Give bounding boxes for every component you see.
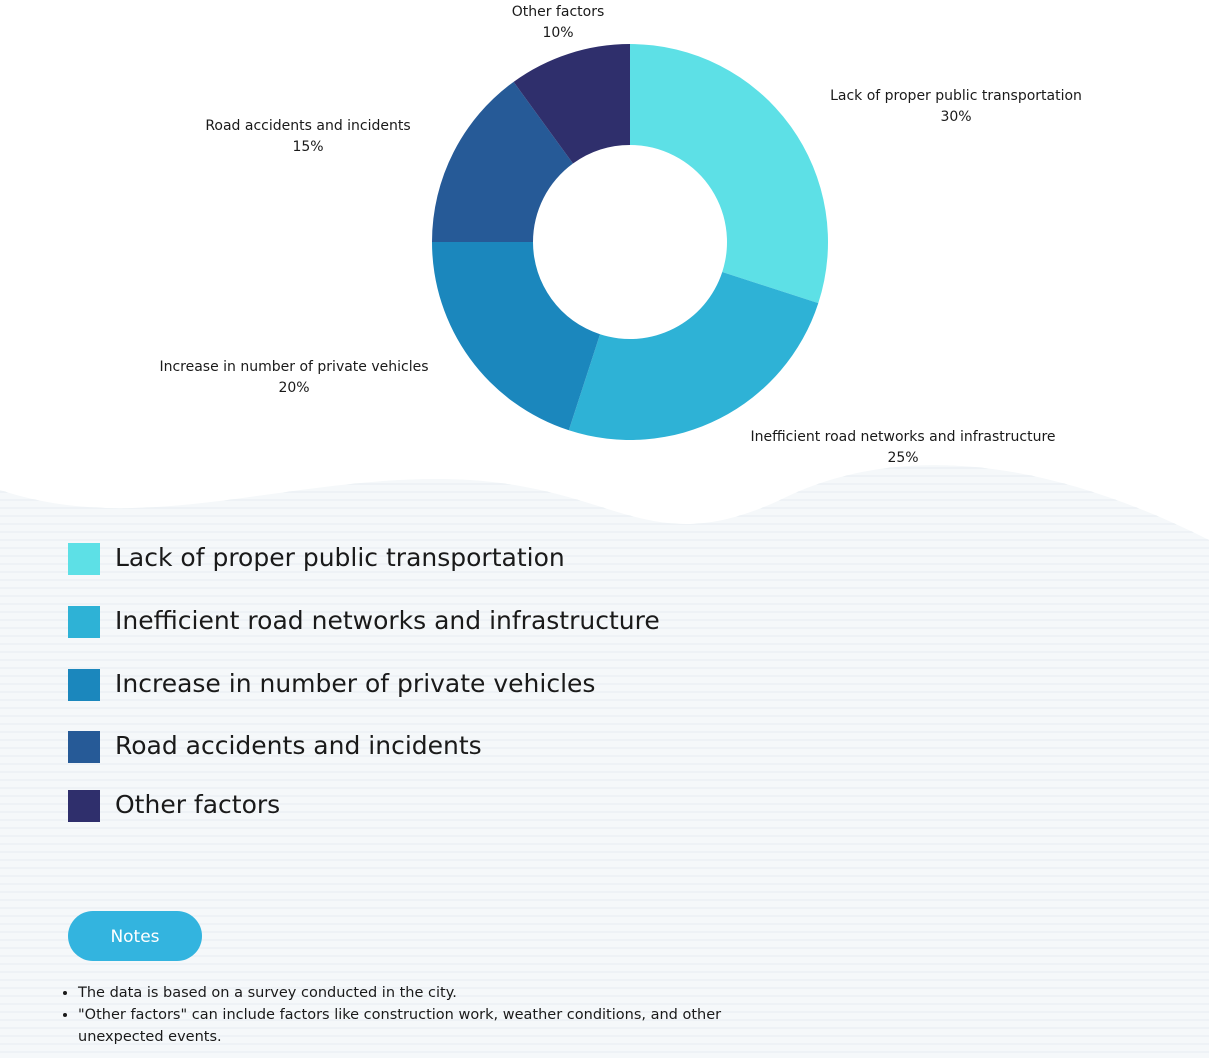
notes-button[interactable] [68, 911, 202, 961]
legend-swatch [68, 669, 100, 701]
slice-value: 15% [292, 139, 323, 155]
wave-lines [0, 465, 1209, 1058]
legend-swatch [68, 790, 100, 822]
slice [432, 81, 573, 242]
legend-label: Road accidents and incidents [115, 731, 482, 760]
legend-swatch [68, 606, 100, 638]
slice-value: 20% [278, 380, 309, 396]
legend-label: Inefficient road networks and infrastruc… [115, 606, 660, 635]
legend-label: Lack of proper public transportation [115, 543, 565, 572]
slice-label: Lack of proper public transportation [830, 88, 1082, 104]
slice-label: Other factors [512, 4, 605, 20]
legend-swatch [68, 731, 100, 763]
slice-label: Road accidents and incidents [205, 118, 410, 134]
slice [630, 44, 829, 304]
legend-label: Increase in number of private vehicles [115, 669, 595, 698]
notes-list: The data is based on a survey conducted … [60, 982, 798, 1048]
legend-swatch [68, 543, 100, 575]
slice-label: Increase in number of private vehicles [159, 359, 428, 375]
slice-value: 10% [542, 25, 573, 41]
notes-title: Notes [110, 927, 159, 947]
slice [568, 271, 819, 441]
note: The data is based on a survey conducted … [78, 982, 798, 1004]
note: "Other factors" can include factors like… [78, 1004, 798, 1048]
slice-label: Inefficient road networks and infrastruc… [750, 429, 1055, 445]
legend-label: Other factors [115, 790, 280, 819]
slice [432, 242, 601, 431]
slice [513, 44, 630, 164]
slice-value: 25% [887, 450, 918, 466]
slice-value: 30% [940, 109, 971, 125]
